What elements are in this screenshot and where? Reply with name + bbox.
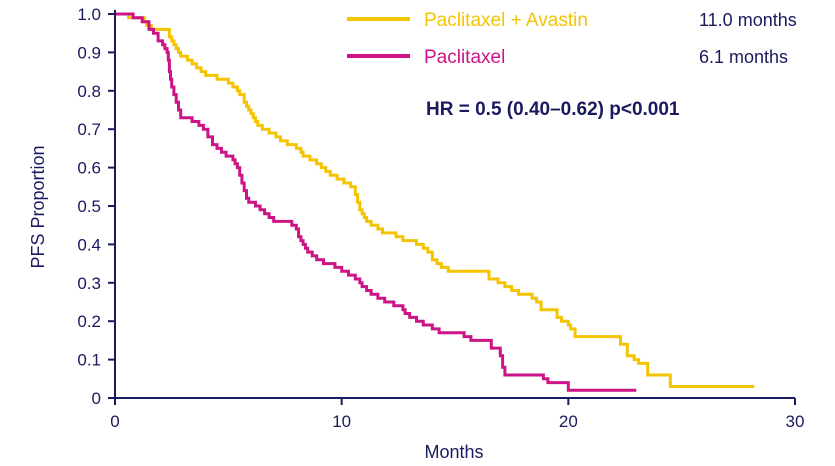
legend-label-avastin: Paclitaxel + Avastin [424,10,588,31]
y-tick-label: 0.3 [77,274,101,293]
x-tick-label: 0 [110,412,119,431]
x-tick-label: 10 [332,412,351,431]
series-line-avastin [115,12,755,388]
y-tick-label: 0.8 [77,82,101,101]
y-tick-label: 0.1 [77,351,101,370]
y-tick-label: 0.7 [77,120,101,139]
median-label-avastin: 11.0 months [699,10,797,30]
series-line-paclitaxel [115,12,637,392]
y-tick-label: 0.4 [77,235,101,254]
y-tick-label: 0.6 [77,159,101,178]
y-tick-label: 0.5 [77,197,101,216]
ticks-group: 0 0.1 0.2 0.3 0.4 0.5 0.6 0.7 0.8 0.9 1.0 0 10 20 30 [77,5,804,431]
legend: Paclitaxel + Avastin 11.0 months Paclita… [347,10,797,68]
x-axis-label: Months [424,442,483,462]
median-label-paclitaxel: 6.1 months [699,47,788,67]
curves-group [115,12,755,392]
x-tick-label: 30 [786,412,805,431]
y-axis-label: PFS Proportion [28,145,48,268]
hazard-ratio-annotation: HR = 0.5 (0.40–0.62) p<0.001 [426,99,680,120]
y-tick-label: 0 [92,389,101,408]
y-tick-label: 1.0 [77,5,101,24]
x-tick-label: 20 [559,412,578,431]
axes-group [114,10,795,399]
y-tick-label: 0.9 [77,43,101,62]
legend-label-paclitaxel: Paclitaxel [424,47,505,68]
y-tick-label: 0.2 [77,312,101,331]
